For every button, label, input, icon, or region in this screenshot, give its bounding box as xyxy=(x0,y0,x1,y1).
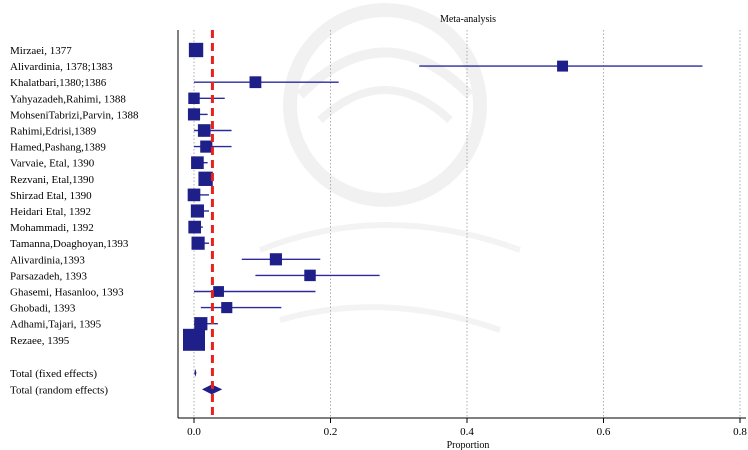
x-axis-title: Proportion xyxy=(447,440,490,450)
study-point xyxy=(191,156,204,170)
study-label: Alivardinia,1393 xyxy=(10,254,85,266)
study-point xyxy=(188,220,202,234)
total-diamond xyxy=(201,384,223,395)
study-label: Alivardinia, 1378;1383 xyxy=(10,61,113,73)
study-labels: Mirzaei, 1377 Alivardinia, 1378;1383 Khala… xyxy=(10,45,139,396)
grid-lines xyxy=(193,30,741,418)
study-point xyxy=(188,42,204,58)
study-point xyxy=(200,140,213,153)
study-point xyxy=(304,269,316,282)
x-tick-label: 0.6 xyxy=(597,426,611,438)
study-label: MohseniTabrizi,Parvin, 1388 xyxy=(10,109,139,121)
study-point xyxy=(183,328,205,351)
study-point xyxy=(213,286,224,297)
study-point xyxy=(187,108,201,121)
study-label: Yahyazadeh,Rahimi, 1388 xyxy=(10,93,126,105)
study-point xyxy=(194,317,208,331)
study-label: Hamed,Pashang,1389 xyxy=(10,142,106,154)
study-label: Varvaie, Etal, 1390 xyxy=(10,158,95,170)
total-label: Total (random effects) xyxy=(10,384,108,396)
study-point xyxy=(190,204,204,218)
chart-title: Meta-analysis xyxy=(440,14,496,25)
study-label: Rahimi,Edrisi,1389 xyxy=(10,126,97,138)
study-point xyxy=(221,302,233,314)
x-axis: 0.0 0.2 0.4 0.6 0.8 xyxy=(177,30,747,438)
study-label: Mohammadi, 1392 xyxy=(10,222,94,234)
study-label: Parsazadeh, 1393 xyxy=(10,270,87,282)
study-point xyxy=(191,236,205,250)
x-tick-label: 0.0 xyxy=(187,426,201,438)
study-label: Khalatbari,1380;1386 xyxy=(10,77,107,89)
study-marks xyxy=(183,42,703,395)
x-tick-label: 0.4 xyxy=(460,426,474,438)
study-label: Shirzad Etal, 1390 xyxy=(10,190,92,202)
study-label: Rezvani, Etal,1390 xyxy=(10,174,95,186)
study-point xyxy=(197,124,211,137)
study-point xyxy=(188,92,200,105)
study-label: Mirzaei, 1377 xyxy=(10,45,72,57)
x-tick-label: 0.8 xyxy=(733,426,747,438)
study-label: Rezaee, 1395 xyxy=(10,335,70,347)
study-point xyxy=(557,60,569,72)
study-point xyxy=(249,76,262,89)
study-label: Tamanna,Doaghoyan,1393 xyxy=(10,238,129,250)
x-tick-label: 0.2 xyxy=(324,426,338,438)
study-point xyxy=(198,171,213,186)
study-point xyxy=(269,253,282,266)
study-point xyxy=(187,188,201,202)
watermark-seal xyxy=(258,3,522,333)
total-label: Total (fixed effects) xyxy=(10,368,97,380)
study-label: Ghasemi, Hasanloo, 1393 xyxy=(10,287,124,299)
study-label: Adhami,Tajari, 1395 xyxy=(10,319,102,331)
total-diamond xyxy=(194,368,197,377)
study-label: Heidari Etal, 1392 xyxy=(10,206,91,218)
study-label: Ghobadi, 1393 xyxy=(10,303,76,315)
